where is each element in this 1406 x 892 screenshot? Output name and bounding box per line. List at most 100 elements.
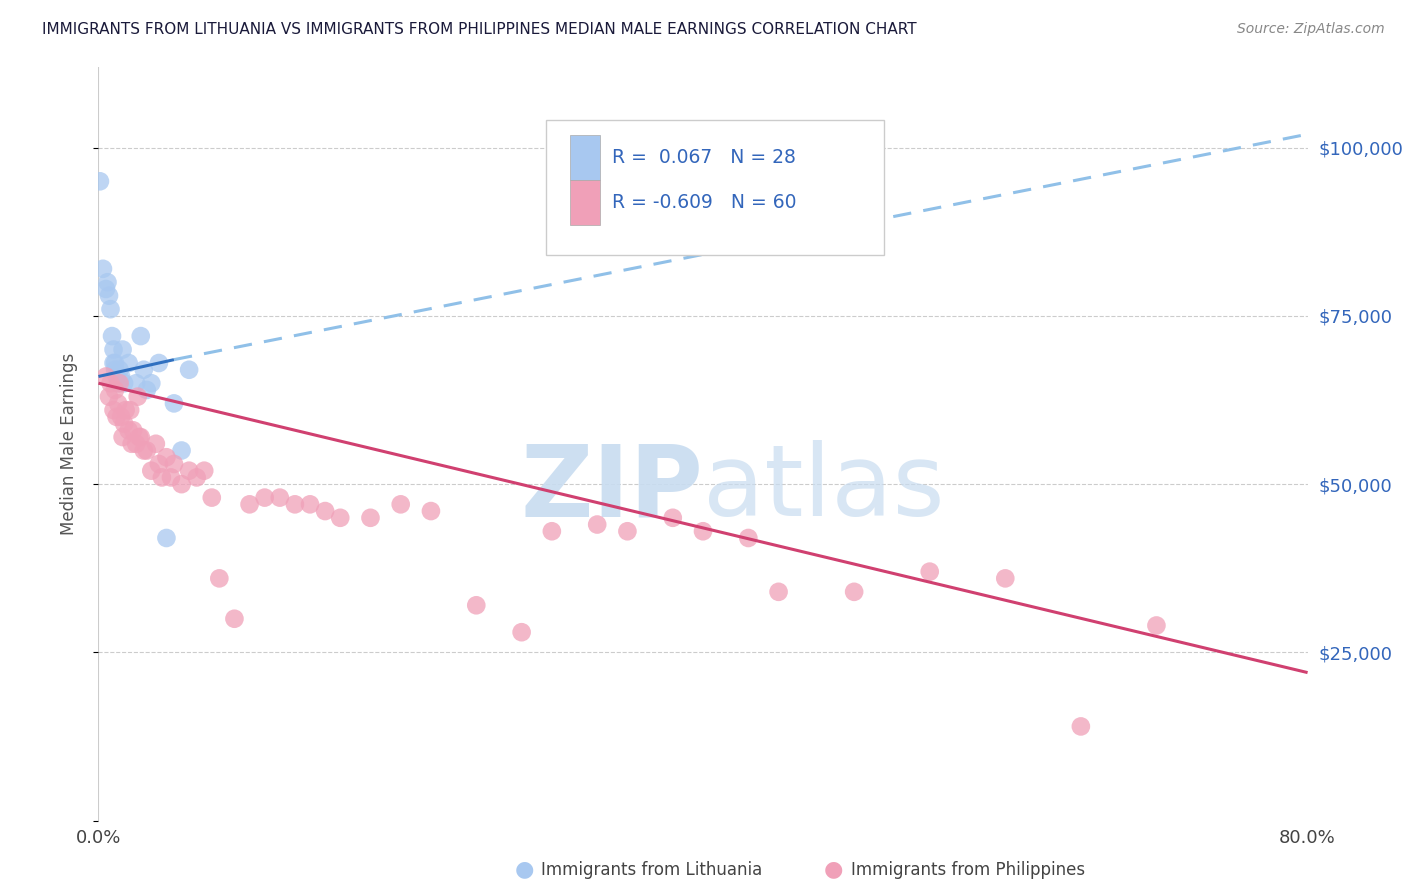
Point <box>163 457 186 471</box>
Point <box>540 524 562 539</box>
Point <box>193 464 215 478</box>
Point <box>224 612 246 626</box>
Point <box>94 369 117 384</box>
Point <box>170 443 193 458</box>
Point <box>103 403 125 417</box>
Point <box>112 417 135 431</box>
Point <box>150 470 173 484</box>
Point <box>994 571 1017 585</box>
Text: IMMIGRANTS FROM LITHUANIA VS IMMIGRANTS FROM PHILIPPINES MEDIAN MALE EARNINGS CO: IMMIGRANTS FROM LITHUANIA VS IMMIGRANTS … <box>42 22 917 37</box>
Point <box>135 443 157 458</box>
Point <box>104 356 127 370</box>
Point <box>111 430 134 444</box>
Point <box>145 437 167 451</box>
Point <box>148 356 170 370</box>
Point <box>125 437 148 451</box>
Point <box>129 430 152 444</box>
Point <box>127 390 149 404</box>
Point <box>108 363 131 377</box>
Point <box>253 491 276 505</box>
Point <box>89 174 111 188</box>
Point <box>284 497 307 511</box>
Point <box>160 470 183 484</box>
Point <box>129 329 152 343</box>
Text: ●: ● <box>824 860 844 880</box>
Text: R = -0.609   N = 60: R = -0.609 N = 60 <box>613 193 797 212</box>
FancyBboxPatch shape <box>546 120 884 255</box>
Point <box>299 497 322 511</box>
Point <box>101 329 124 343</box>
Point <box>918 565 941 579</box>
Point <box>100 302 122 317</box>
Point <box>510 625 533 640</box>
Point <box>120 403 142 417</box>
Point <box>114 403 136 417</box>
Y-axis label: Median Male Earnings: Median Male Earnings <box>59 352 77 535</box>
Point <box>110 369 132 384</box>
Point <box>1070 719 1092 733</box>
Point <box>186 470 208 484</box>
Point <box>107 396 129 410</box>
Bar <box>569 180 600 225</box>
Point <box>96 275 118 289</box>
Text: Immigrants from Lithuania: Immigrants from Lithuania <box>541 861 762 879</box>
Point <box>170 477 193 491</box>
Point <box>155 450 177 465</box>
Point <box>108 376 131 391</box>
Point <box>148 457 170 471</box>
Point <box>132 363 155 377</box>
Point <box>768 584 790 599</box>
Text: Source: ZipAtlas.com: Source: ZipAtlas.com <box>1237 22 1385 37</box>
Text: Immigrants from Philippines: Immigrants from Philippines <box>851 861 1085 879</box>
Point <box>107 376 129 391</box>
Text: ●: ● <box>515 860 534 880</box>
Point <box>141 376 163 391</box>
Point <box>100 376 122 391</box>
Point <box>110 409 132 424</box>
Point <box>112 376 135 391</box>
Point <box>128 430 150 444</box>
Point <box>163 396 186 410</box>
Point <box>179 363 201 377</box>
Point <box>844 584 866 599</box>
Point <box>141 464 163 478</box>
Point <box>737 531 759 545</box>
Point <box>103 356 125 370</box>
Point <box>118 356 141 370</box>
Point <box>121 437 143 451</box>
Point <box>465 599 488 613</box>
Point <box>314 504 336 518</box>
Point <box>103 343 125 357</box>
Bar <box>569 135 600 180</box>
Point <box>98 289 121 303</box>
Point <box>360 510 382 524</box>
Point <box>208 571 231 585</box>
Point <box>239 497 262 511</box>
Point <box>135 383 157 397</box>
Point <box>420 504 443 518</box>
Point <box>586 517 609 532</box>
Point <box>389 497 412 511</box>
Point <box>122 423 145 437</box>
Point <box>104 363 127 377</box>
Point <box>91 261 114 276</box>
Point <box>105 369 128 384</box>
Point <box>269 491 291 505</box>
Point <box>661 510 683 524</box>
Point <box>616 524 638 539</box>
Point <box>118 423 141 437</box>
Point <box>125 376 148 391</box>
Point <box>98 390 121 404</box>
Point <box>201 491 224 505</box>
Text: atlas: atlas <box>703 441 945 538</box>
Point <box>94 282 117 296</box>
Point <box>111 343 134 357</box>
Point <box>155 531 177 545</box>
Point <box>104 383 127 397</box>
Point <box>1146 618 1168 632</box>
Point <box>105 409 128 424</box>
Point <box>692 524 714 539</box>
Point <box>179 464 201 478</box>
Point <box>132 443 155 458</box>
Text: ZIP: ZIP <box>520 441 703 538</box>
